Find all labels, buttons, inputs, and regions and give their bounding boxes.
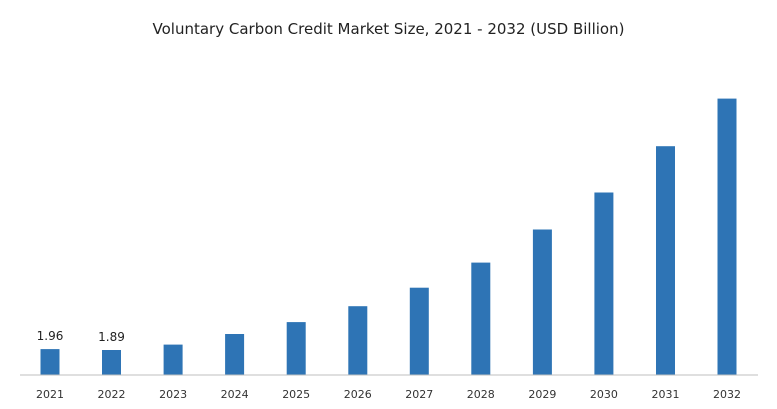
bar-2029 bbox=[532, 229, 552, 375]
bar-2022 bbox=[102, 350, 121, 375]
bar-2032 bbox=[717, 98, 737, 375]
bar-2025 bbox=[286, 322, 306, 375]
x-tick-label-2025: 2025 bbox=[282, 388, 310, 401]
x-tick-label-2029: 2029 bbox=[528, 388, 556, 401]
bar-2027 bbox=[409, 287, 429, 375]
x-tick-label-2026: 2026 bbox=[344, 388, 372, 401]
x-tick-label-2030: 2030 bbox=[590, 388, 618, 401]
bar-2030 bbox=[594, 192, 614, 375]
x-tick-label-2031: 2031 bbox=[652, 388, 680, 401]
data-label-2021: 1.96 bbox=[37, 329, 64, 343]
x-tick-label-2024: 2024 bbox=[221, 388, 249, 401]
x-tick-label-2028: 2028 bbox=[467, 388, 495, 401]
bar-2023 bbox=[163, 344, 183, 375]
bar-2028 bbox=[471, 262, 491, 375]
bar-2024 bbox=[225, 334, 245, 375]
x-tick-labels: 2021 2022 2023 2024 2025 2026 2027 2028 2029 2030… bbox=[36, 388, 741, 401]
bars-group bbox=[40, 98, 737, 375]
chart-title: Voluntary Carbon Credit Market Size, 202… bbox=[152, 20, 625, 38]
x-tick-label-2032: 2032 bbox=[713, 388, 741, 401]
data-labels: 1.96 1.89 bbox=[37, 329, 125, 344]
bar-2026 bbox=[348, 306, 368, 375]
bar-2031 bbox=[656, 146, 675, 375]
x-tick-label-2021: 2021 bbox=[36, 388, 64, 401]
x-tick-label-2022: 2022 bbox=[98, 388, 126, 401]
x-tick-label-2027: 2027 bbox=[405, 388, 433, 401]
x-tick-label-2023: 2023 bbox=[159, 388, 187, 401]
bar-2021 bbox=[40, 349, 60, 375]
data-label-2022: 1.89 bbox=[98, 330, 125, 344]
